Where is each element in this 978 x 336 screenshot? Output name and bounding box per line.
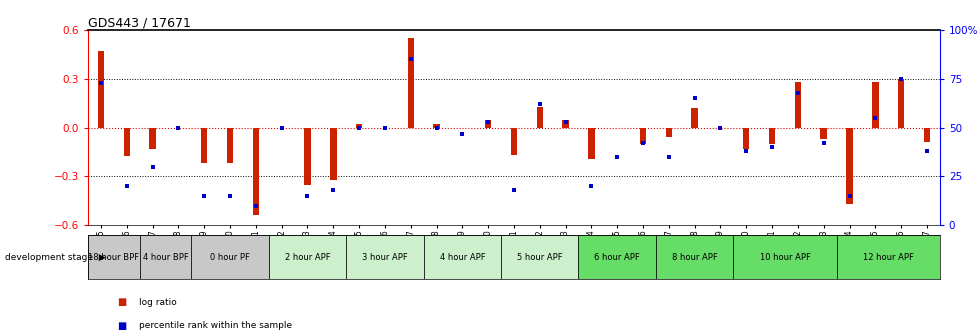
Text: 10 hour APF: 10 hour APF [759,253,810,261]
Bar [252,128,259,215]
Text: ■: ■ [117,321,126,331]
Bar [923,128,929,142]
Bar [269,235,346,279]
Text: 8 hour APF: 8 hour APF [671,253,717,261]
Text: 3 hour APF: 3 hour APF [362,253,408,261]
Text: 12 hour APF: 12 hour APF [862,253,912,261]
Bar [150,128,156,149]
Text: GDS443 / 17671: GDS443 / 17671 [88,16,191,29]
Bar [836,235,939,279]
Bar [511,128,516,155]
Bar [768,128,775,144]
Bar [578,235,655,279]
Bar [330,128,336,180]
Bar [871,82,877,128]
Text: development stage  ▶: development stage ▶ [5,253,106,261]
Bar [897,79,904,128]
Bar [640,128,645,144]
Bar [501,235,578,279]
Text: percentile rank within the sample: percentile rank within the sample [139,322,291,330]
Bar [304,128,310,184]
Bar [733,235,836,279]
Bar [484,120,491,128]
Bar [845,128,852,204]
Text: 4 hour BPF: 4 hour BPF [143,253,188,261]
Text: 4 hour APF: 4 hour APF [439,253,485,261]
Bar [98,51,104,128]
Text: log ratio: log ratio [139,298,177,307]
Bar [140,235,191,279]
Text: 0 hour PF: 0 hour PF [210,253,249,261]
Bar [191,235,269,279]
Bar [227,128,233,163]
Text: 5 hour APF: 5 hour APF [516,253,562,261]
Bar [794,82,800,128]
Bar [655,235,733,279]
Text: 2 hour APF: 2 hour APF [285,253,330,261]
Bar [200,128,207,163]
Text: 18 hour BPF: 18 hour BPF [88,253,139,261]
Bar [123,128,130,156]
Bar [433,124,439,128]
Bar [346,235,423,279]
Bar [690,108,697,128]
Bar [88,235,140,279]
Bar [588,128,594,159]
Bar [356,124,362,128]
Bar [742,128,749,149]
Text: 6 hour APF: 6 hour APF [594,253,640,261]
Text: ■: ■ [117,297,126,307]
Bar [536,107,543,128]
Bar [407,38,414,128]
Bar [423,235,501,279]
Bar [665,128,671,137]
Bar [561,120,568,128]
Bar [820,128,826,139]
